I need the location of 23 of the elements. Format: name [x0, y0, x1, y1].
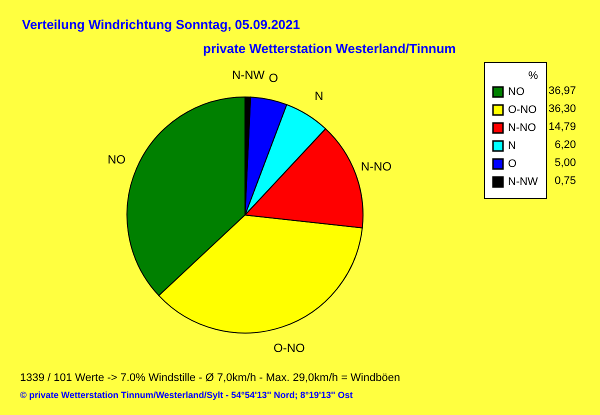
- legend-label: O-NO: [508, 104, 538, 116]
- data-label: 14,79: [548, 121, 576, 133]
- slice-label: O: [268, 70, 278, 85]
- text: © private Wetterstation Tinnum/Westerland/Sylt - 54°54'13'' Nord; 8°19'13'' Ost: [20, 390, 353, 400]
- text: 1339 / 101 Werte -> 7.0% Windstille - Ø 7,0km/h - Max. 29,0km/h = Windböen: [20, 372, 400, 384]
- slice-label: N: [314, 89, 324, 104]
- slice-label: NO: [108, 152, 126, 166]
- slice-label: N-NO: [360, 159, 392, 174]
- legend-label: NO: [508, 86, 525, 98]
- slice-label: O-NO: [274, 340, 305, 355]
- slice-label: N-NW: [232, 68, 266, 82]
- chart-subtitle: private Wetterstation Westerland/Tinnum: [203, 41, 456, 56]
- data-label: 6,20: [554, 139, 576, 151]
- data-label: 36,97: [548, 85, 576, 97]
- legend-label: N-NO: [508, 122, 537, 134]
- legend-label: O: [508, 158, 517, 170]
- data-label: 36,30: [548, 103, 576, 115]
- legend-title: %: [528, 70, 538, 82]
- legend-label: N-NW: [508, 176, 539, 188]
- chart-title: Verteilung Windrichtung Sonntag, 05.09.2021: [22, 17, 300, 32]
- data-label: 5,00: [554, 157, 576, 169]
- data-label: 0,75: [554, 175, 576, 187]
- legend-label: N: [508, 140, 516, 152]
